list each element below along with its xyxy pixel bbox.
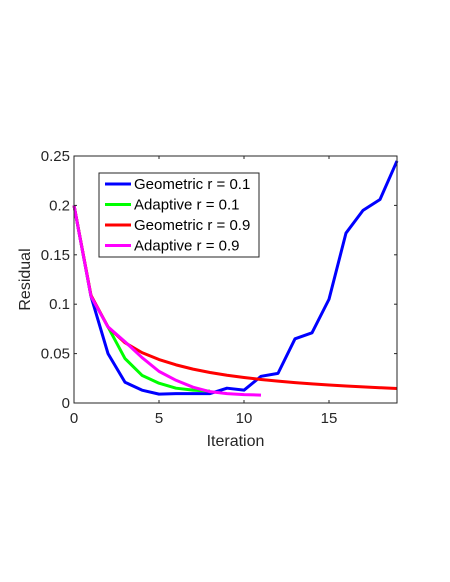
legend-label-1: Geometric r = 0.1 — [134, 176, 250, 193]
series-layer — [72, 160, 399, 397]
legend-label-3: Geometric r = 0.9 — [134, 217, 250, 234]
y-tick-label: 0 — [62, 395, 70, 412]
legend-box — [98, 172, 260, 258]
y-tick-label: 0.05 — [41, 346, 70, 363]
series-line-1 — [72, 160, 399, 396]
y-tick-label: 0.25 — [41, 148, 70, 165]
y-tick-label: 0.1 — [49, 296, 70, 313]
x-axis-label: Iteration — [207, 433, 265, 450]
x-tick-label: 10 — [236, 410, 253, 427]
x-tick-label: 5 — [155, 410, 163, 427]
series-line-4 — [72, 205, 262, 397]
y-axis-label: Residual — [17, 248, 34, 310]
axes-box — [73, 155, 398, 404]
ticks-layer: 0 5 10 15 0 0.05 0.1 0.15 0.2 0.25 — [41, 148, 397, 427]
y-tick-label: 0.15 — [41, 247, 70, 264]
x-tick-label: 0 — [70, 410, 78, 427]
legend: Geometric r = 0.1 Adaptive r = 0.1 Geometr… — [98, 172, 260, 258]
x-tick-label: 15 — [321, 410, 338, 427]
y-tick-label: 0.2 — [49, 197, 70, 214]
legend-label-2: Adaptive r = 0.1 — [134, 197, 239, 214]
legend-label-4: Adaptive r = 0.9 — [134, 238, 239, 255]
